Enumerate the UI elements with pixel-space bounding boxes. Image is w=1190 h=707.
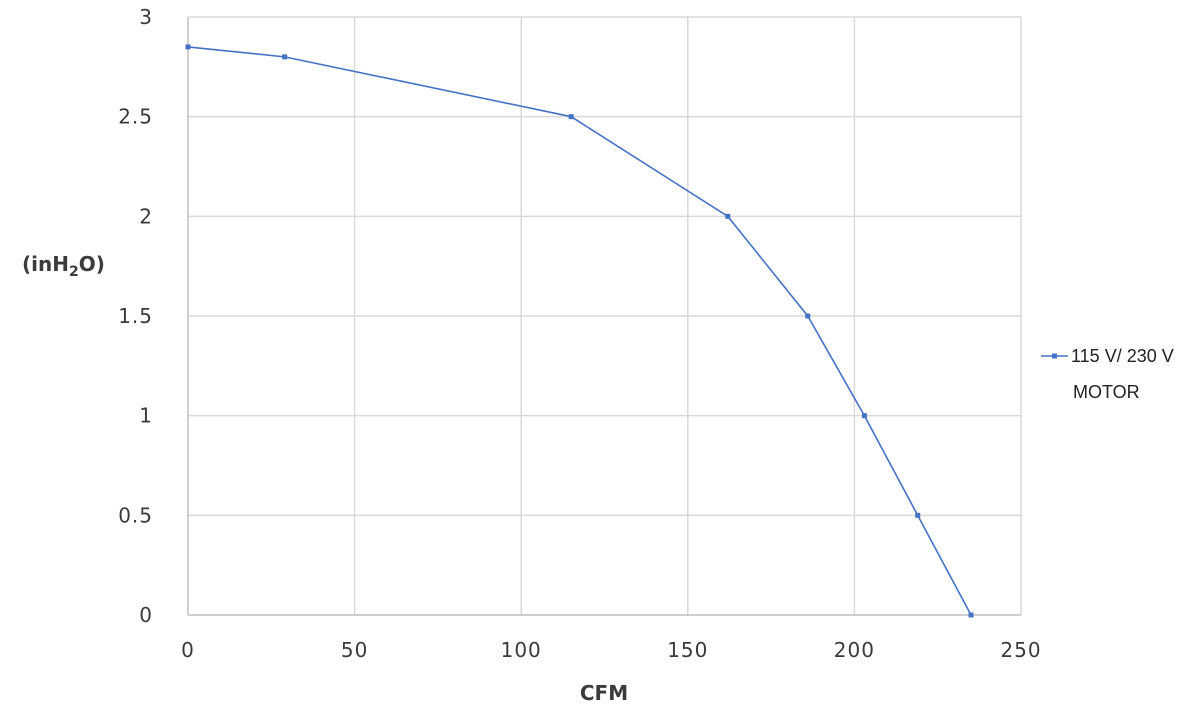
y-tick-label: 1: [139, 404, 153, 428]
x-tick-label: 250: [1000, 638, 1041, 662]
y-axis-title: (inH2O): [22, 252, 105, 280]
legend-point-marker: [1052, 353, 1057, 359]
y-tick-label: 1.5: [118, 304, 153, 328]
x-axis-title: CFM: [580, 681, 628, 705]
y-axis-title-part-2: O): [79, 252, 105, 276]
legend: 115 V/ 230 V MOTOR: [1041, 346, 1174, 402]
y-axis-title-subscript: 2: [69, 264, 79, 280]
x-tick-label: 150: [667, 638, 708, 662]
y-tick-label: 0.5: [118, 503, 153, 527]
y-axis-title-part-1: (inH: [22, 252, 69, 276]
axes: [187, 17, 1021, 616]
x-tick-label: 50: [341, 638, 368, 662]
data-point: [185, 44, 191, 50]
x-tick-label: 100: [501, 638, 542, 662]
y-tick-label: 3: [139, 5, 153, 29]
series-line: [187, 46, 972, 616]
tick-labels: 0 0.5 1 1.5 2 2.5 3 0 50 100 150 200 250: [118, 5, 1041, 662]
y-tick-label: 2.5: [118, 105, 153, 129]
series-layer: [185, 44, 974, 618]
data-point: [861, 413, 867, 419]
x-tick-label: 200: [834, 638, 875, 662]
data-point: [568, 114, 574, 120]
gridlines: [188, 16, 1022, 615]
y-tick-label: 0: [139, 603, 153, 627]
data-point: [725, 213, 731, 219]
legend-label-line-2: MOTOR: [1073, 382, 1140, 402]
data-point: [915, 512, 921, 518]
legend-label-line-1: 115 V/ 230 V: [1071, 346, 1174, 366]
x-tick-label: 0: [181, 638, 195, 662]
data-point: [968, 612, 974, 618]
data-point: [282, 54, 288, 60]
y-tick-label: 2: [139, 204, 153, 228]
data-point: [805, 313, 811, 319]
